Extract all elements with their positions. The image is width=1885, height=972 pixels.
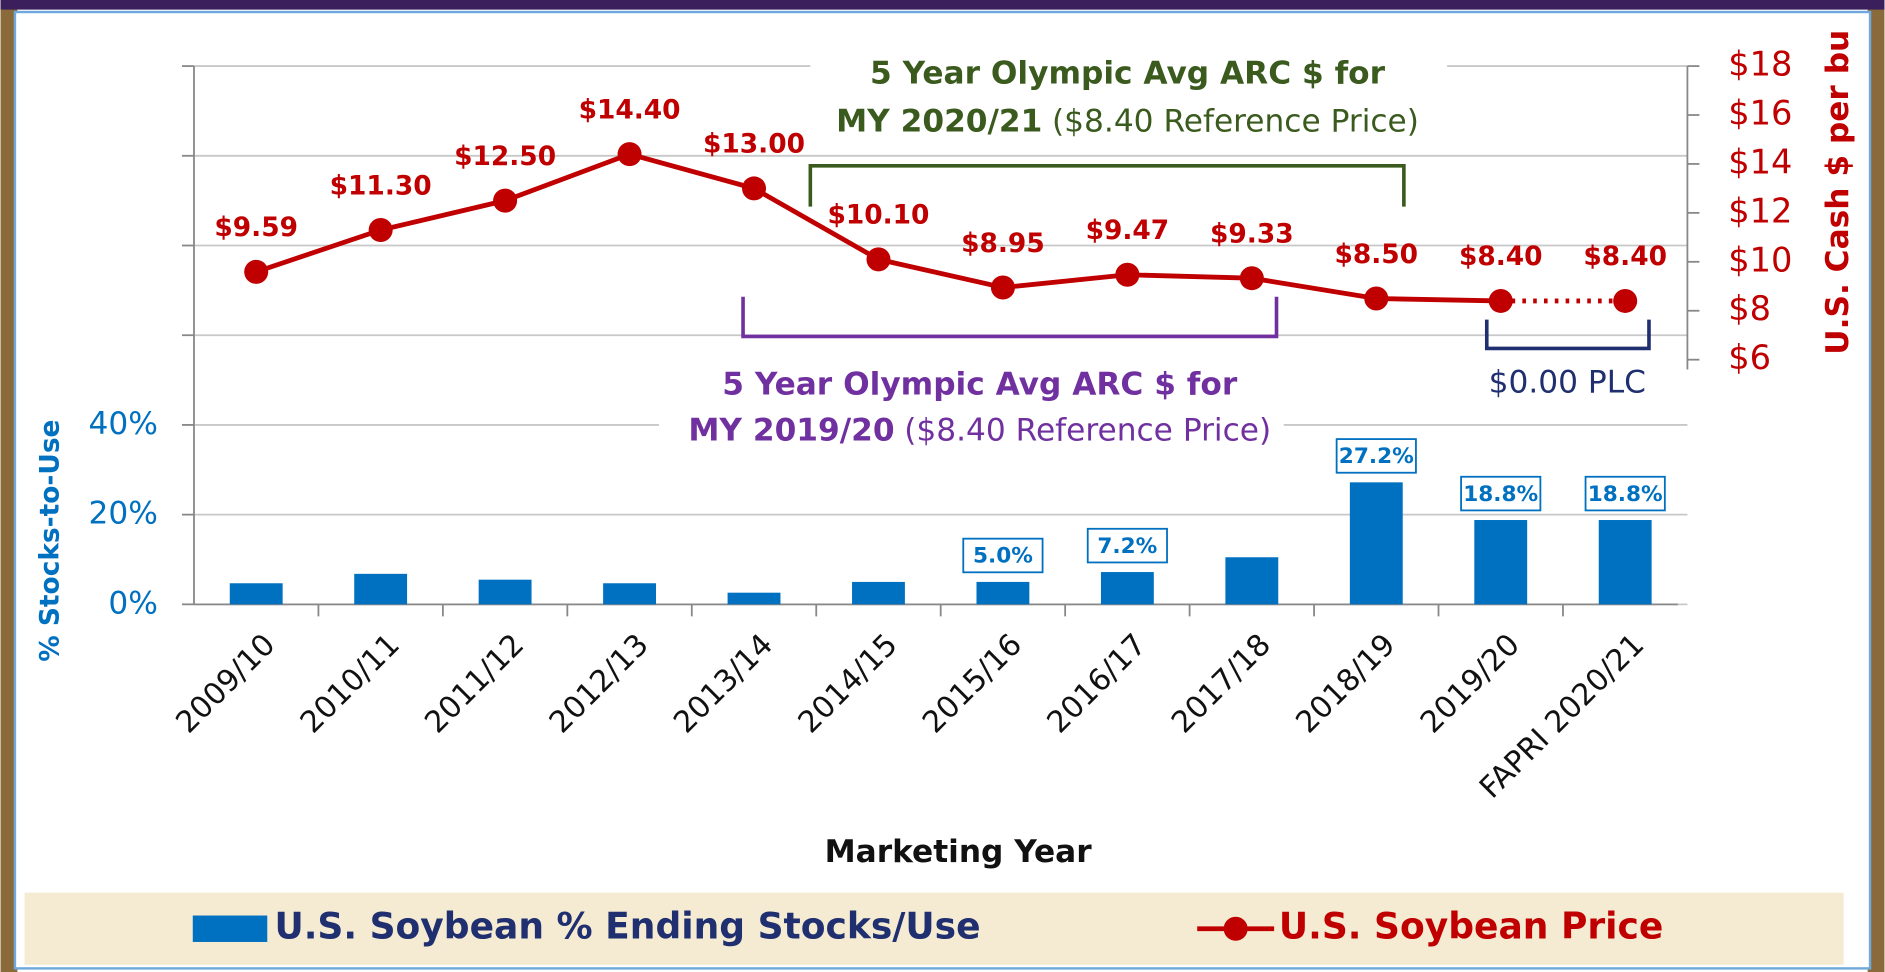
price-marker: [1364, 286, 1389, 311]
bar: [852, 581, 905, 605]
annotation: MY 2020/21 ($8.40 Reference Price): [836, 104, 1419, 140]
value-label: $9.59: [214, 212, 298, 243]
price-marker: [617, 142, 642, 167]
legend-band: [24, 892, 1844, 965]
annotation: 5 Year Olympic Avg ARC $ for: [722, 367, 1238, 403]
y2-tick-label: $16: [1728, 94, 1792, 133]
bar: [1474, 520, 1528, 605]
annotation-bg: [810, 48, 1448, 154]
price-marker: [742, 176, 767, 201]
y-tick-label: 20%: [89, 496, 158, 532]
annotation-normal: ($8.40 Reference Price): [904, 412, 1271, 448]
value-label: $9.33: [1210, 218, 1294, 249]
x-axis-label: Marketing Year: [825, 834, 1093, 870]
value-label: $8.40: [1459, 241, 1543, 272]
value-label-box: [1335, 438, 1417, 474]
value-label-box: [1584, 475, 1666, 512]
y-tick-label: 40%: [89, 406, 158, 442]
price-marker: [368, 217, 393, 243]
bar: [229, 583, 283, 605]
frame: [13, 10, 1872, 970]
bar: [354, 573, 408, 605]
price-marker: [1488, 288, 1513, 313]
value-label-box: [962, 537, 1044, 574]
value-label: $8.40: [1583, 241, 1667, 272]
bar: [1349, 482, 1403, 605]
y2-tick-label: $6: [1728, 338, 1771, 377]
price-marker: [493, 188, 518, 213]
value-label: $9.47: [1086, 215, 1170, 246]
annotation: $0.00 PLC: [1489, 364, 1646, 400]
value-label: $13.00: [703, 129, 805, 160]
bracket: [741, 296, 1279, 339]
bar: [1100, 572, 1154, 605]
right-edge: [1867, 0, 1885, 972]
bracket: [808, 164, 1406, 207]
annotation-normal: ($8.40 Reference Price): [1052, 104, 1419, 140]
price-marker: [244, 259, 269, 284]
y2-tick-label: $18: [1728, 45, 1792, 84]
price-marker: [866, 247, 891, 272]
y2-tick-label: $12: [1728, 191, 1792, 230]
bar: [478, 579, 532, 605]
y2-tick-label: $10: [1728, 240, 1792, 279]
annotation-bg: [658, 360, 1284, 459]
price-marker: [1239, 266, 1264, 291]
value-label: 18.8%: [1463, 482, 1538, 507]
value-label: $14.40: [579, 94, 681, 125]
bar: [727, 592, 781, 605]
price-marker: [990, 275, 1015, 300]
annotation-bold: MY 2020/21: [836, 104, 1042, 140]
value-label: 27.2%: [1339, 444, 1414, 469]
value-label-box: [1460, 475, 1542, 512]
price-marker: [1613, 288, 1638, 313]
y2-axis-label: U.S. Cash $ per bu: [1820, 30, 1856, 355]
bar: [603, 583, 656, 605]
value-label: $8.50: [1334, 239, 1418, 270]
value-label: 5.0%: [973, 544, 1033, 569]
left-edge: [0, 0, 18, 972]
legend-label: U.S. Soybean % Ending Stocks/Use: [274, 907, 980, 948]
value-label-box: [1086, 527, 1168, 564]
y2-tick-label: $14: [1728, 142, 1792, 181]
price-marker: [1115, 262, 1140, 287]
bar: [1598, 520, 1652, 605]
y-tick-label: 0%: [108, 585, 158, 621]
top-bar: [0, 0, 1885, 10]
annotation: MY 2019/20 ($8.40 Reference Price): [688, 412, 1271, 448]
bar: [976, 581, 1030, 605]
annotation-bold: MY 2019/20: [688, 412, 894, 448]
value-label: 7.2%: [1097, 534, 1157, 559]
legend-swatch: [192, 915, 268, 942]
legend-marker: [1223, 916, 1248, 941]
value-label: $10.10: [827, 200, 929, 231]
y2-tick-label: $8: [1728, 289, 1771, 328]
value-label: $8.95: [961, 228, 1045, 259]
annotation: 5 Year Olympic Avg ARC $ for: [870, 55, 1386, 91]
bar: [1225, 557, 1279, 605]
value-label: $12.50: [454, 141, 556, 172]
bracket: [1484, 319, 1651, 351]
value-label: 18.8%: [1588, 482, 1663, 507]
value-label: $11.30: [330, 170, 432, 201]
legend-label: U.S. Soybean Price: [1279, 907, 1663, 948]
y-axis-label: % Stocks-to-Use: [34, 420, 65, 662]
